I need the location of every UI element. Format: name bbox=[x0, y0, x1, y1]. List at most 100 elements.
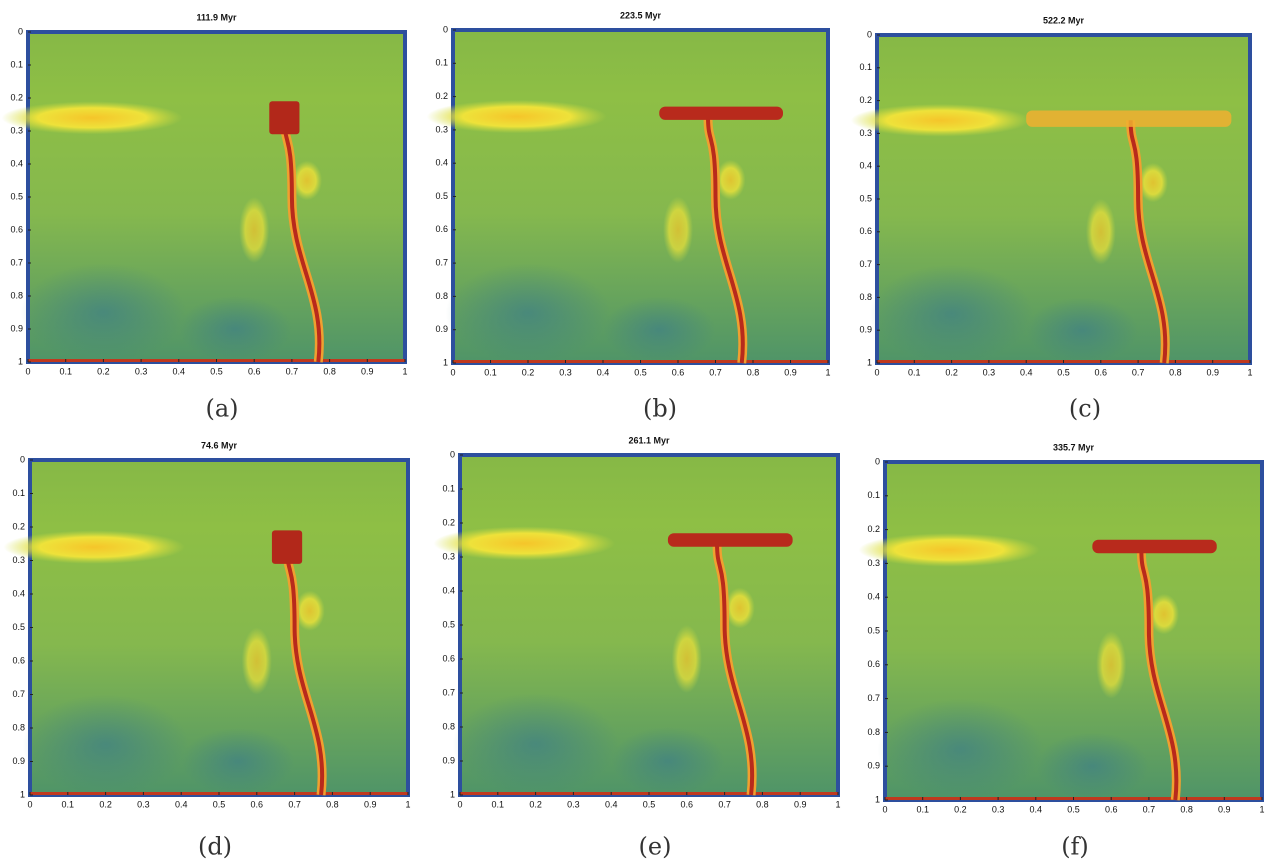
warm-patch bbox=[1096, 631, 1127, 699]
cold-region bbox=[1026, 297, 1139, 364]
x-tick-label: 0.5 bbox=[210, 366, 223, 376]
x-tick-label: 0.1 bbox=[62, 799, 75, 809]
y-tick-label: 0.7 bbox=[859, 259, 872, 269]
y-tick-label: 0.7 bbox=[867, 693, 880, 703]
y-tick-label: 0.4 bbox=[435, 158, 448, 168]
x-tick-label: 0.6 bbox=[1105, 804, 1118, 814]
x-tick-label: 0.9 bbox=[364, 799, 377, 809]
panel-caption: (b) bbox=[643, 395, 677, 423]
warm-patch bbox=[663, 196, 693, 264]
y-tick-label: 0.5 bbox=[442, 619, 455, 629]
x-tick-label: 0.5 bbox=[634, 367, 647, 377]
y-tick-label: 0.1 bbox=[867, 490, 880, 500]
cold-region bbox=[603, 296, 716, 364]
x-tick-label: 0.8 bbox=[323, 366, 336, 376]
y-tick-label: 0.3 bbox=[12, 555, 25, 565]
x-tick-label: 0.4 bbox=[173, 366, 186, 376]
warm-patch bbox=[294, 590, 325, 631]
y-tick-label: 0.7 bbox=[435, 257, 448, 267]
x-tick-label: 0.3 bbox=[983, 367, 996, 377]
panel-title: 522.2 Myr bbox=[1043, 15, 1085, 25]
y-tick-label: 0.8 bbox=[867, 727, 880, 737]
plume-head bbox=[659, 106, 783, 120]
y-tick-label: 0.1 bbox=[859, 62, 872, 72]
x-tick-label: 0.1 bbox=[916, 804, 929, 814]
warm-layer bbox=[850, 103, 1030, 137]
y-tick-label: 0.1 bbox=[442, 483, 455, 493]
y-tick-label: 0.4 bbox=[12, 588, 25, 598]
x-tick-label: 0.3 bbox=[135, 366, 148, 376]
y-tick-label: 0.4 bbox=[10, 158, 23, 168]
x-tick-label: 0.7 bbox=[1143, 804, 1156, 814]
y-tick-label: 0.2 bbox=[867, 524, 880, 534]
x-tick-label: 0 bbox=[25, 366, 30, 376]
panel: 0 0.1 0.2 0.3 0.4 0.5 0.6 0.7 0.8 0.9 100.10.20.30… bbox=[1, 12, 408, 423]
cold-region bbox=[178, 296, 292, 362]
y-tick-label: 0 bbox=[443, 24, 448, 34]
y-tick-label: 0.8 bbox=[859, 292, 872, 302]
plume-stem bbox=[285, 547, 325, 796]
x-tick-label: 0.2 bbox=[945, 367, 958, 377]
panel-title: 74.6 Myr bbox=[201, 440, 238, 450]
y-tick-label: 0.7 bbox=[442, 687, 455, 697]
y-tick-label: 0.1 bbox=[435, 58, 448, 68]
y-tick-label: 0.4 bbox=[442, 585, 455, 595]
cold-region bbox=[877, 698, 1044, 800]
y-tick-label: 0 bbox=[867, 29, 872, 39]
warm-patch bbox=[1138, 162, 1168, 203]
y-tick-label: 0.6 bbox=[435, 224, 448, 234]
y-tick-label: 0.4 bbox=[867, 592, 880, 602]
x-tick-label: 0.5 bbox=[213, 799, 226, 809]
y-tick-label: 1 bbox=[18, 356, 23, 366]
x-tick-label: 0.2 bbox=[529, 799, 542, 809]
x-tick-label: 1 bbox=[825, 367, 830, 377]
panel-title: 261.1 Myr bbox=[628, 435, 670, 445]
x-tick-label: 0.4 bbox=[175, 799, 188, 809]
x-tick-label: 0.7 bbox=[709, 367, 722, 377]
warm-patch bbox=[1148, 593, 1180, 635]
plume-stem bbox=[1139, 549, 1179, 801]
x-tick-label: 0.5 bbox=[1057, 367, 1070, 377]
y-tick-label: 0.2 bbox=[10, 92, 23, 102]
x-tick-label: 0.2 bbox=[954, 804, 967, 814]
panel: 0 0.1 0.2 0.3 0.4 0.5 0.6 0.7 0.8 0.9 100.10.20.30… bbox=[850, 15, 1253, 423]
y-tick-label: 0.5 bbox=[10, 191, 23, 201]
warm-layer bbox=[433, 526, 615, 561]
y-tick-label: 0.3 bbox=[442, 551, 455, 561]
x-tick-label: 0 bbox=[450, 367, 455, 377]
x-tick-label: 1 bbox=[402, 366, 407, 376]
y-tick-label: 0 bbox=[450, 449, 455, 459]
x-tick-label: 0.7 bbox=[286, 366, 299, 376]
x-tick-label: 0.1 bbox=[59, 366, 72, 376]
panel: 0 0.1 0.2 0.3 0.4 0.5 0.6 0.7 0.8 0.9 100.10.20.30… bbox=[858, 442, 1265, 861]
warm-layer bbox=[426, 99, 607, 134]
warm-patch bbox=[724, 587, 755, 629]
panel: 0 0.1 0.2 0.3 0.4 0.5 0.6 0.7 0.8 0.9 100.10.20.30… bbox=[3, 440, 411, 861]
plume-stem bbox=[282, 117, 322, 363]
warm-patch bbox=[241, 627, 272, 695]
y-tick-label: 0.3 bbox=[435, 124, 448, 134]
x-tick-label: 0.4 bbox=[597, 367, 610, 377]
y-tick-label: 0.9 bbox=[12, 756, 25, 766]
y-tick-label: 0.8 bbox=[10, 290, 23, 300]
panel-title: 335.7 Myr bbox=[1053, 442, 1095, 452]
warm-layer bbox=[1026, 110, 1232, 127]
y-tick-label: 0.7 bbox=[10, 257, 23, 267]
cold-region bbox=[20, 263, 187, 362]
y-tick-label: 0.9 bbox=[442, 755, 455, 765]
warm-patch bbox=[1085, 199, 1116, 265]
cold-region bbox=[452, 693, 619, 795]
y-tick-label: 0.4 bbox=[859, 161, 872, 171]
x-tick-label: 0 bbox=[882, 804, 887, 814]
warm-patch bbox=[715, 159, 746, 200]
warm-patch bbox=[291, 160, 323, 201]
cold-region bbox=[869, 264, 1034, 363]
panel: 0 0.1 0.2 0.3 0.4 0.5 0.6 0.7 0.8 0.9 100.10.20.30… bbox=[426, 10, 831, 423]
plume-head bbox=[1092, 539, 1217, 554]
y-tick-label: 0 bbox=[18, 26, 23, 36]
y-tick-label: 1 bbox=[450, 789, 455, 799]
panel: 0 0.1 0.2 0.3 0.4 0.5 0.6 0.7 0.8 0.9 100.10.20.30… bbox=[433, 435, 841, 861]
plume-head bbox=[271, 530, 303, 564]
y-tick-label: 0.9 bbox=[435, 324, 448, 334]
